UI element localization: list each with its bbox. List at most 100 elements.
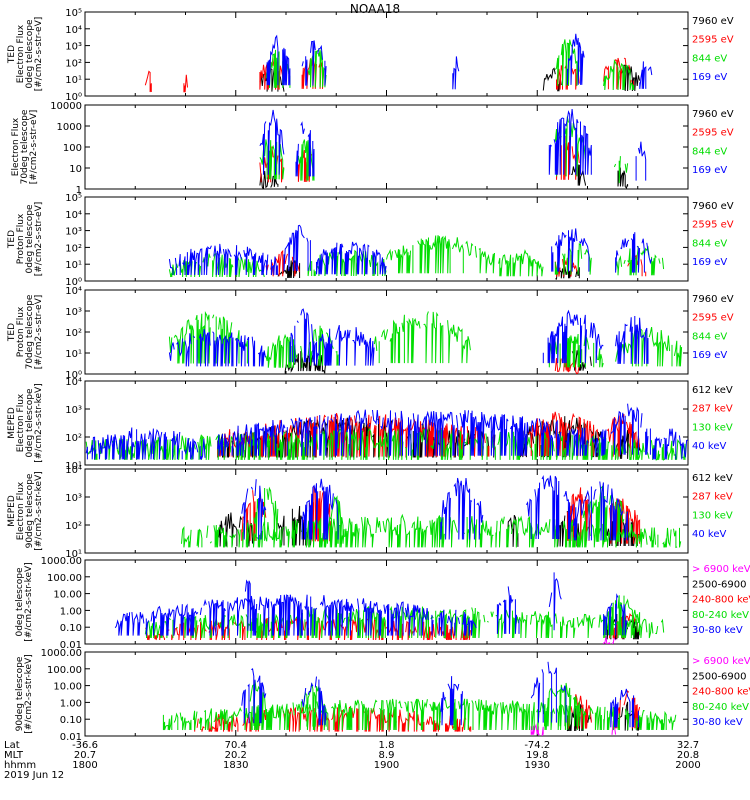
- series-group: [168, 309, 683, 374]
- legend-entry: 7960 eV: [692, 294, 734, 305]
- legend-entry: 130 keV: [692, 510, 733, 521]
- y-tick-label: 10⁴: [65, 377, 82, 388]
- y-axis-label: TED: [7, 45, 17, 64]
- legend-entry: 169 eV: [692, 257, 727, 268]
- legend-entry: 30-80 keV: [692, 717, 743, 728]
- x-tick-label-hhmm: 1930: [525, 760, 550, 771]
- legend-entry: 130 keV: [692, 422, 733, 433]
- y-tick-label: 10: [69, 164, 82, 175]
- y-axis-label: Electron Flux: [11, 117, 21, 176]
- y-tick-label: 10⁰: [65, 277, 82, 288]
- y-tick-label: 10²: [65, 58, 82, 69]
- legend-entry: 2595 eV: [692, 35, 734, 46]
- y-axis-label: 70deg telescope: [25, 294, 35, 369]
- panel-frame: [84, 104, 689, 190]
- y-tick-label: 10²: [65, 328, 82, 339]
- legend-entry: 80-240 keV: [692, 702, 749, 713]
- series-group: [114, 572, 665, 644]
- legend-entry: 7960 eV: [692, 201, 734, 212]
- y-axis-label: 0deg telescope: [15, 567, 25, 637]
- series-40-kev: [85, 403, 688, 460]
- legend-entry: 40 keV: [692, 529, 726, 540]
- x-tick-label-hhmm: 1900: [374, 760, 399, 771]
- y-tick-label: 10⁴: [65, 286, 82, 297]
- y-axis-label: [#/cm2-s-str-keV]: [34, 471, 44, 550]
- legend-entry: 844 eV: [692, 53, 727, 64]
- y-tick-label: 10¹: [65, 75, 82, 86]
- legend-entry: 612 keV: [692, 473, 733, 484]
- panel-1: 10⁰ 10¹ 10² 10³ 10⁴ 10⁵ TED Electron Flux 0deg t…: [7, 8, 734, 103]
- legend-entry: 240-800 keV: [692, 687, 750, 698]
- y-tick-label: 10⁰: [65, 370, 82, 381]
- series--6900-kev: [603, 636, 617, 644]
- y-tick-label: 1.00: [60, 698, 82, 709]
- y-axis-label: 70deg telescope: [20, 109, 30, 184]
- legend-entry: 40 keV: [692, 441, 726, 452]
- x-tick-label-mlt: 8.9: [379, 750, 395, 761]
- panel-3: 10⁰ 10¹ 10² 10³ 10⁴ 10⁵ TED Proton Flux 0deg tel…: [7, 193, 734, 288]
- panel-4: 10⁰ 10¹ 10² 10³ 10⁴ TED Proton Flux 70deg teles…: [7, 286, 734, 381]
- legend-entry: 844 eV: [692, 238, 727, 249]
- legend-entry: > 6900 keV: [692, 564, 750, 575]
- y-axis-label: Electron Flux: [16, 24, 26, 83]
- legend-entry: 2595 eV: [692, 128, 734, 139]
- y-tick-label: 100: [63, 143, 82, 154]
- legend-entry: 287 keV: [692, 492, 733, 503]
- y-tick-label: 10⁰: [65, 92, 82, 103]
- series-844-ev: [168, 235, 665, 278]
- y-axis-label: [#/cm2-s-str-keV]: [34, 383, 44, 462]
- y-axis-label: 0deg telescope: [25, 388, 35, 458]
- y-axis-label: [#/cm2-s-str-keV]: [24, 654, 34, 733]
- x-tick-label-mlt: 20.8: [677, 750, 699, 761]
- series-169-ev: [266, 33, 653, 90]
- series-30-80-kev: [241, 661, 639, 728]
- series-169-ev: [168, 224, 653, 276]
- legend-entry: 2500-6900: [692, 671, 747, 682]
- y-tick-label: 10¹: [65, 549, 82, 560]
- series-40-kev: [241, 474, 628, 541]
- y-axis-label: [#/cm2-s-str-eV]: [34, 295, 44, 370]
- y-tick-label: 10³: [65, 227, 82, 238]
- y-axis-label: TED: [7, 230, 17, 249]
- x-tick-label-lat: -74.2: [524, 740, 550, 751]
- y-axis-label: Proton Flux: [16, 213, 26, 264]
- y-tick-label: 10⁵: [65, 193, 82, 204]
- y-tick-label: 0.01: [60, 732, 82, 743]
- series-group: [181, 474, 682, 549]
- legend-entry: 2595 eV: [692, 313, 734, 324]
- y-tick-label: 10¹: [65, 260, 82, 271]
- legend-entry: 169 eV: [692, 165, 727, 176]
- legend-entry: 287 keV: [692, 404, 733, 415]
- legend-entry: 7960 eV: [692, 109, 734, 120]
- legend-entry: 169 eV: [692, 350, 727, 361]
- series-844-ev: [168, 310, 683, 368]
- y-axis-label: [#/cm2-s-str-eV]: [29, 110, 39, 185]
- x-tick-label-hhmm: 1830: [223, 760, 248, 771]
- y-tick-label: 10¹: [65, 461, 82, 472]
- x-row-label: MLT: [4, 750, 24, 761]
- y-axis-label: Proton Flux: [16, 306, 26, 357]
- series-7960-ev: [259, 164, 629, 189]
- y-tick-label: 10⁴: [65, 465, 82, 476]
- y-axis-label: Electron Flux: [16, 393, 26, 452]
- legend-entry: 844 eV: [692, 146, 727, 157]
- legend-entry: 612 keV: [692, 385, 733, 396]
- x-tick-label-hhmm: 1800: [72, 760, 97, 771]
- y-tick-label: 1000: [57, 122, 82, 133]
- panel-6: 10¹ 10² 10³ 10⁴ MEPED Electron Flux 90deg tele…: [7, 465, 733, 560]
- x-tick-label-mlt: 20.7: [74, 750, 96, 761]
- legend-entry: 2595 eV: [692, 220, 734, 231]
- y-axis-label: [#/cm2-s-str-eV]: [34, 202, 44, 277]
- y-tick-label: 10¹: [65, 349, 82, 360]
- x-tick-label-hhmm: 2000: [675, 760, 700, 771]
- series-group: [144, 33, 653, 93]
- panel-frame: [84, 289, 689, 375]
- series-2595-ev: [144, 56, 635, 93]
- y-tick-label: 1.00: [60, 606, 82, 617]
- y-tick-label: 1000.00: [41, 648, 82, 659]
- panel-7: 0.01 0.10 1.00 10.00 100.00 1000.00 0deg teles…: [15, 556, 750, 651]
- series-group: [85, 403, 688, 460]
- y-tick-label: 100.00: [47, 573, 82, 584]
- y-axis-label: 90deg telescope: [15, 656, 25, 731]
